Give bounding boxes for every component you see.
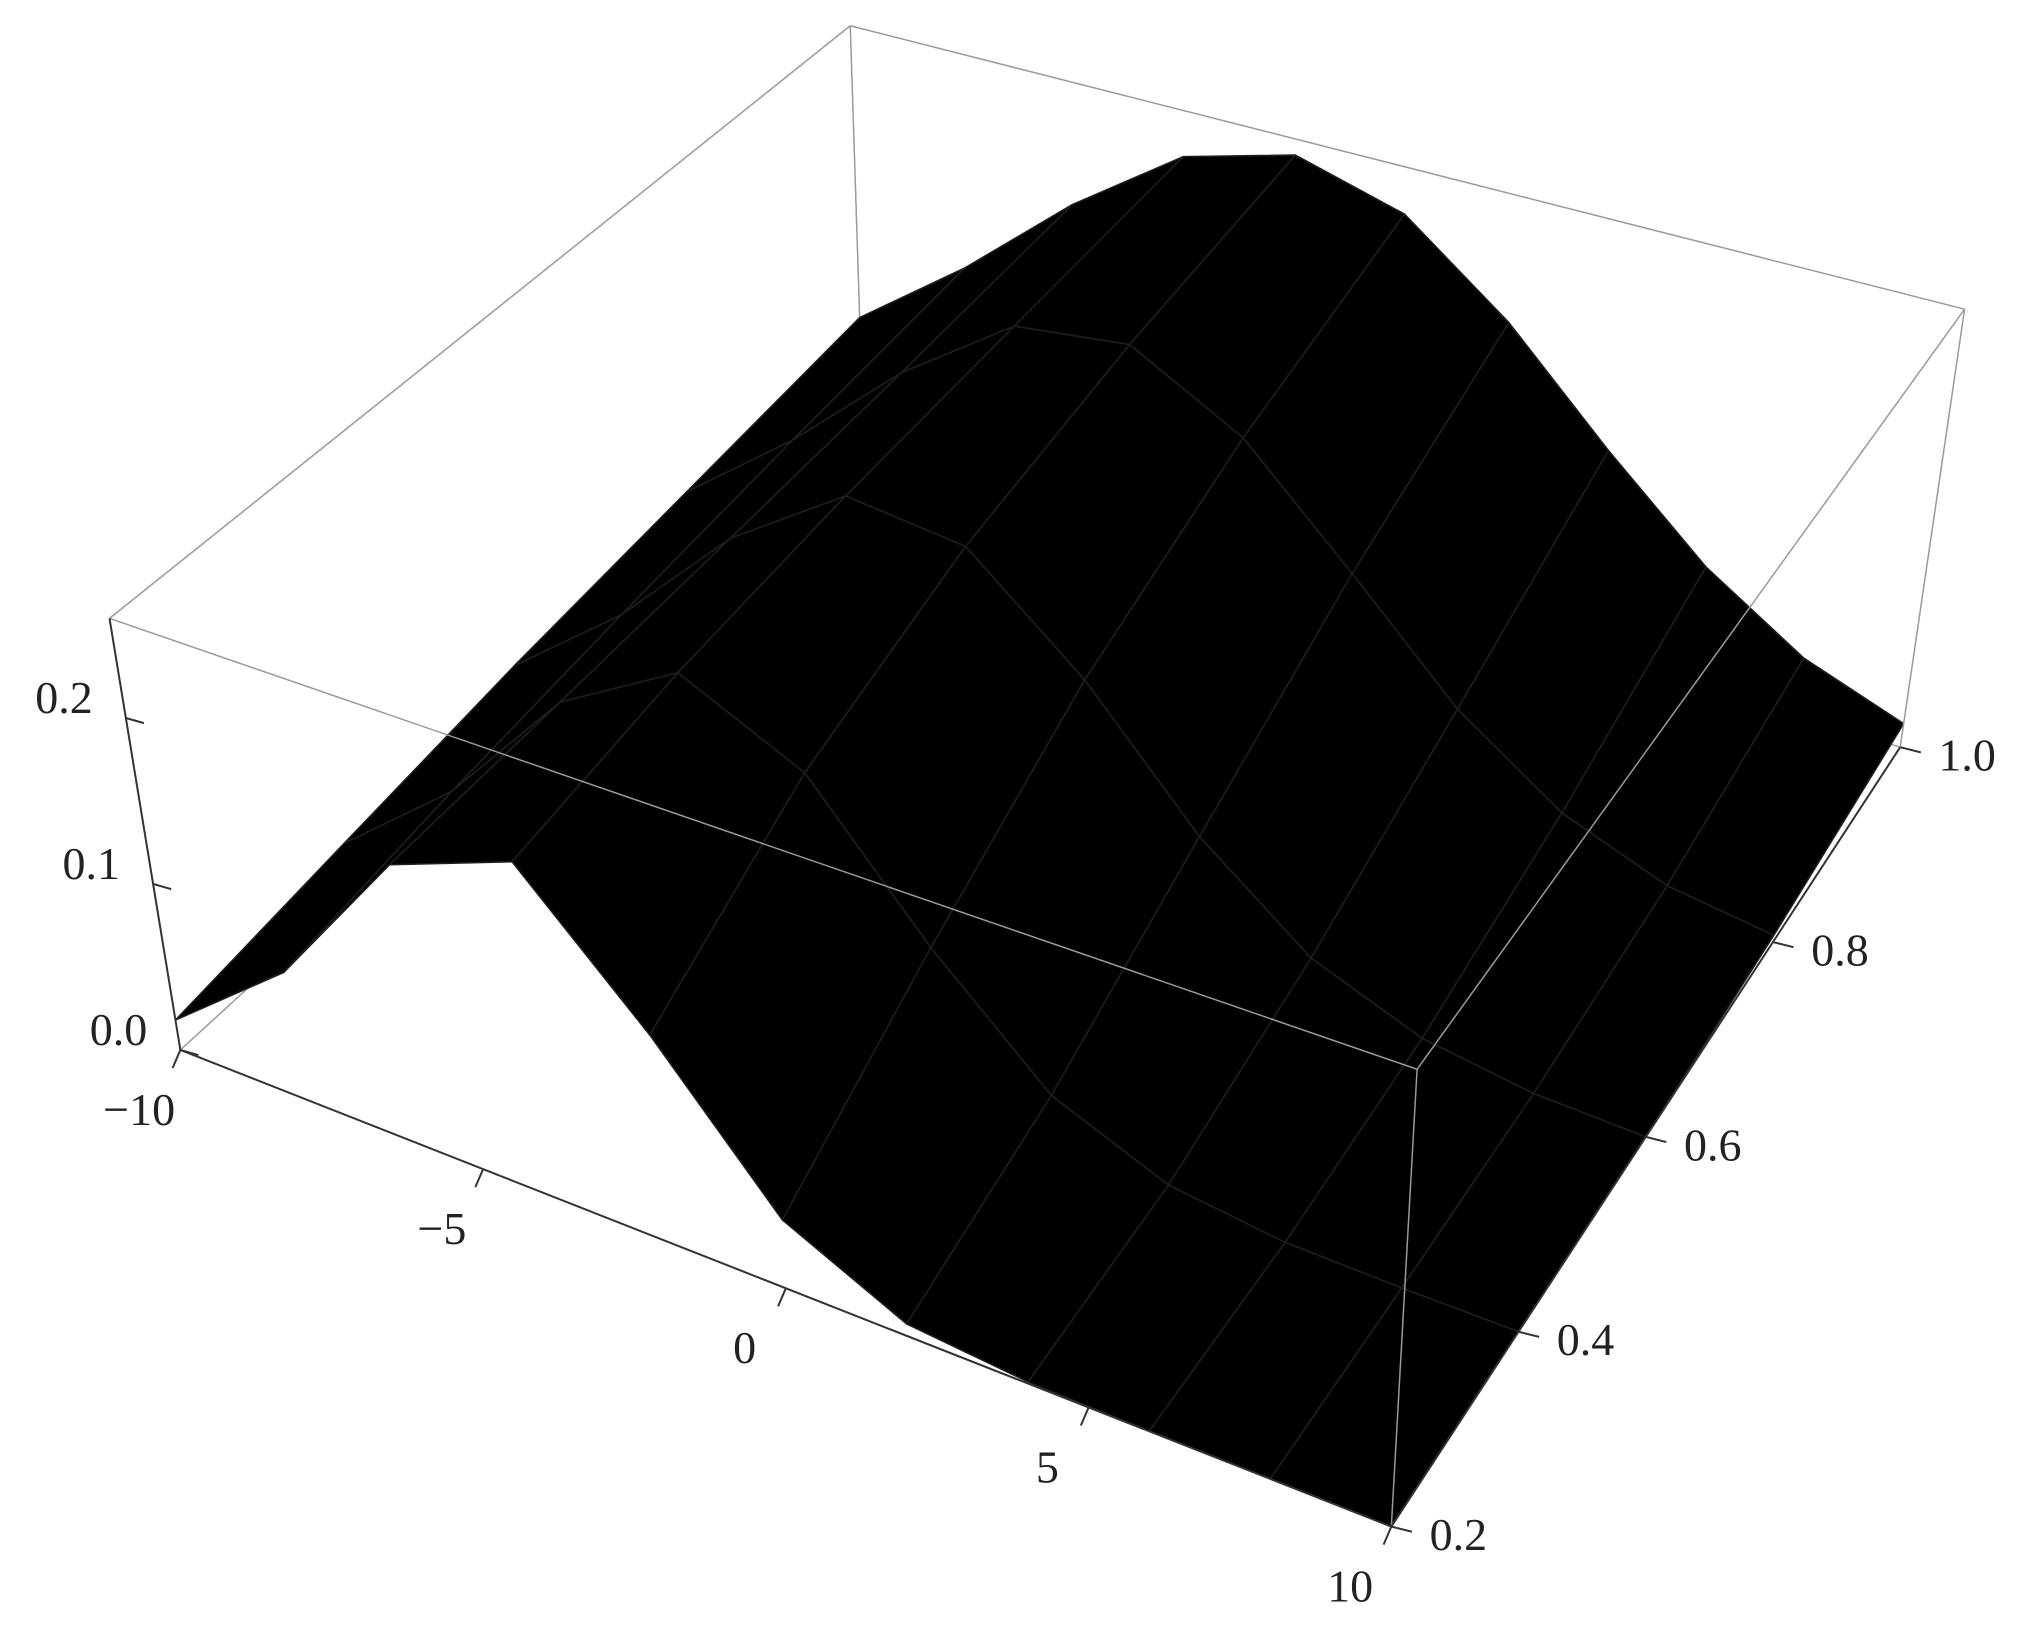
x-tick-label: −10	[103, 1084, 175, 1135]
x-tick	[1079, 1407, 1090, 1426]
y-tick-label: 0.6	[1684, 1119, 1742, 1170]
x-tick	[777, 1287, 787, 1307]
y-tick-label: 1.0	[1938, 730, 1996, 781]
box-edge	[1416, 308, 1966, 1070]
z-tick	[152, 882, 172, 891]
z-axis	[108, 618, 182, 1051]
y-axis	[1390, 746, 1902, 1528]
box-edge	[1390, 1069, 1418, 1527]
x-tick-label: 10	[1327, 1561, 1373, 1612]
z-tick-label: 0.2	[35, 672, 93, 723]
y-tick	[1518, 1330, 1540, 1338]
y-tick	[1772, 941, 1794, 949]
x-tick	[1382, 1526, 1393, 1546]
y-tick-label: 0.2	[1430, 1509, 1488, 1560]
x-tick	[171, 1049, 182, 1069]
z-tick	[125, 716, 145, 725]
y-tick	[1899, 746, 1922, 754]
box-edge	[109, 25, 851, 619]
z-tick	[180, 1048, 199, 1057]
box-edge	[109, 617, 1418, 1070]
y-tick-label: 0.8	[1811, 924, 1869, 975]
y-tick	[1391, 1525, 1413, 1533]
x-tick-label: −5	[417, 1203, 466, 1254]
x-tick	[474, 1168, 485, 1188]
z-tick-label: 0.1	[63, 838, 121, 889]
box-edge	[850, 25, 1965, 310]
x-tick-label: 5	[1036, 1441, 1059, 1492]
box-edge	[1899, 309, 1966, 748]
surface-patch	[174, 790, 453, 1021]
x-tick-label: 0	[733, 1322, 756, 1373]
z-tick-label: 0.0	[90, 1004, 148, 1055]
y-tick-label: 0.4	[1557, 1314, 1615, 1365]
y-tick	[1645, 1135, 1667, 1144]
